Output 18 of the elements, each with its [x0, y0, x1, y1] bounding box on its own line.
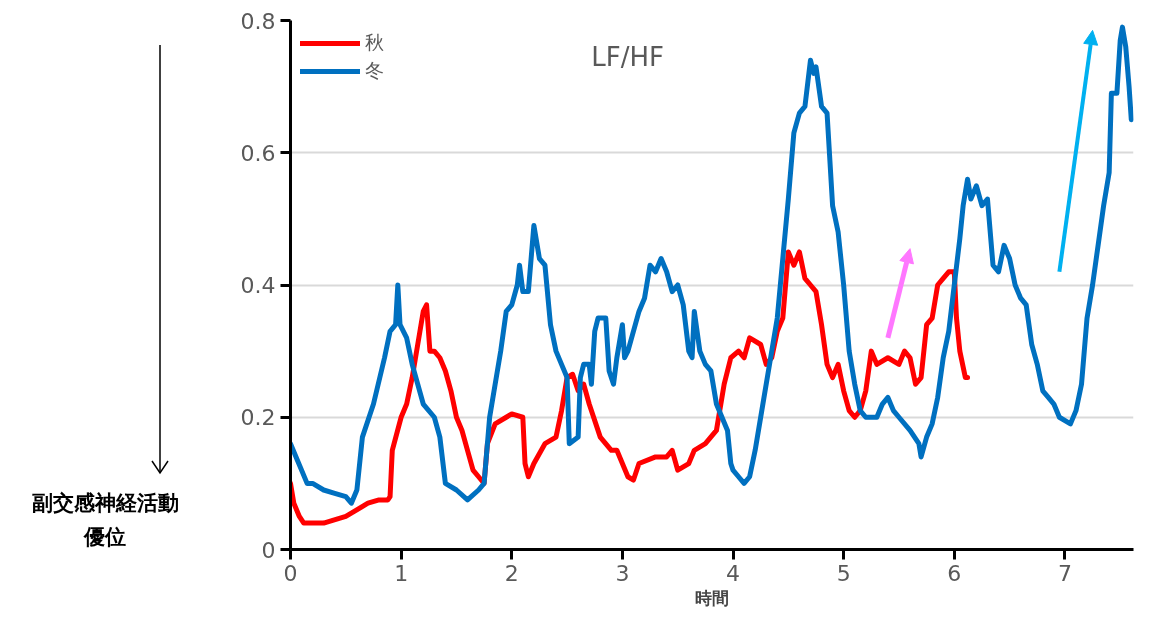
legend-label: 秋	[365, 30, 385, 55]
text: 副交感神経活動優位	[30, 490, 180, 551]
y-tick-label: 0.2	[240, 405, 276, 431]
x-tick-label: 6	[947, 560, 962, 586]
y-tick-label: 0	[261, 537, 276, 563]
text: LF/HF	[591, 41, 665, 72]
y-tick-label: 0.4	[240, 273, 276, 298]
x-tick-label: 3	[615, 560, 630, 586]
y-tick-label: 0.6	[240, 140, 276, 166]
x-tick-label: 0	[283, 560, 298, 586]
x-tick-label: 1	[394, 560, 409, 586]
x-tick-label: 4	[726, 560, 741, 586]
legend-label: 冬	[365, 58, 385, 83]
x-tick-label: 5	[836, 560, 851, 586]
y-tick-label: 0.8	[240, 8, 276, 34]
x-axis-title: 時間	[695, 587, 729, 608]
x-tick-label: 2	[504, 560, 519, 586]
x-tick-label: 7	[1057, 560, 1072, 586]
